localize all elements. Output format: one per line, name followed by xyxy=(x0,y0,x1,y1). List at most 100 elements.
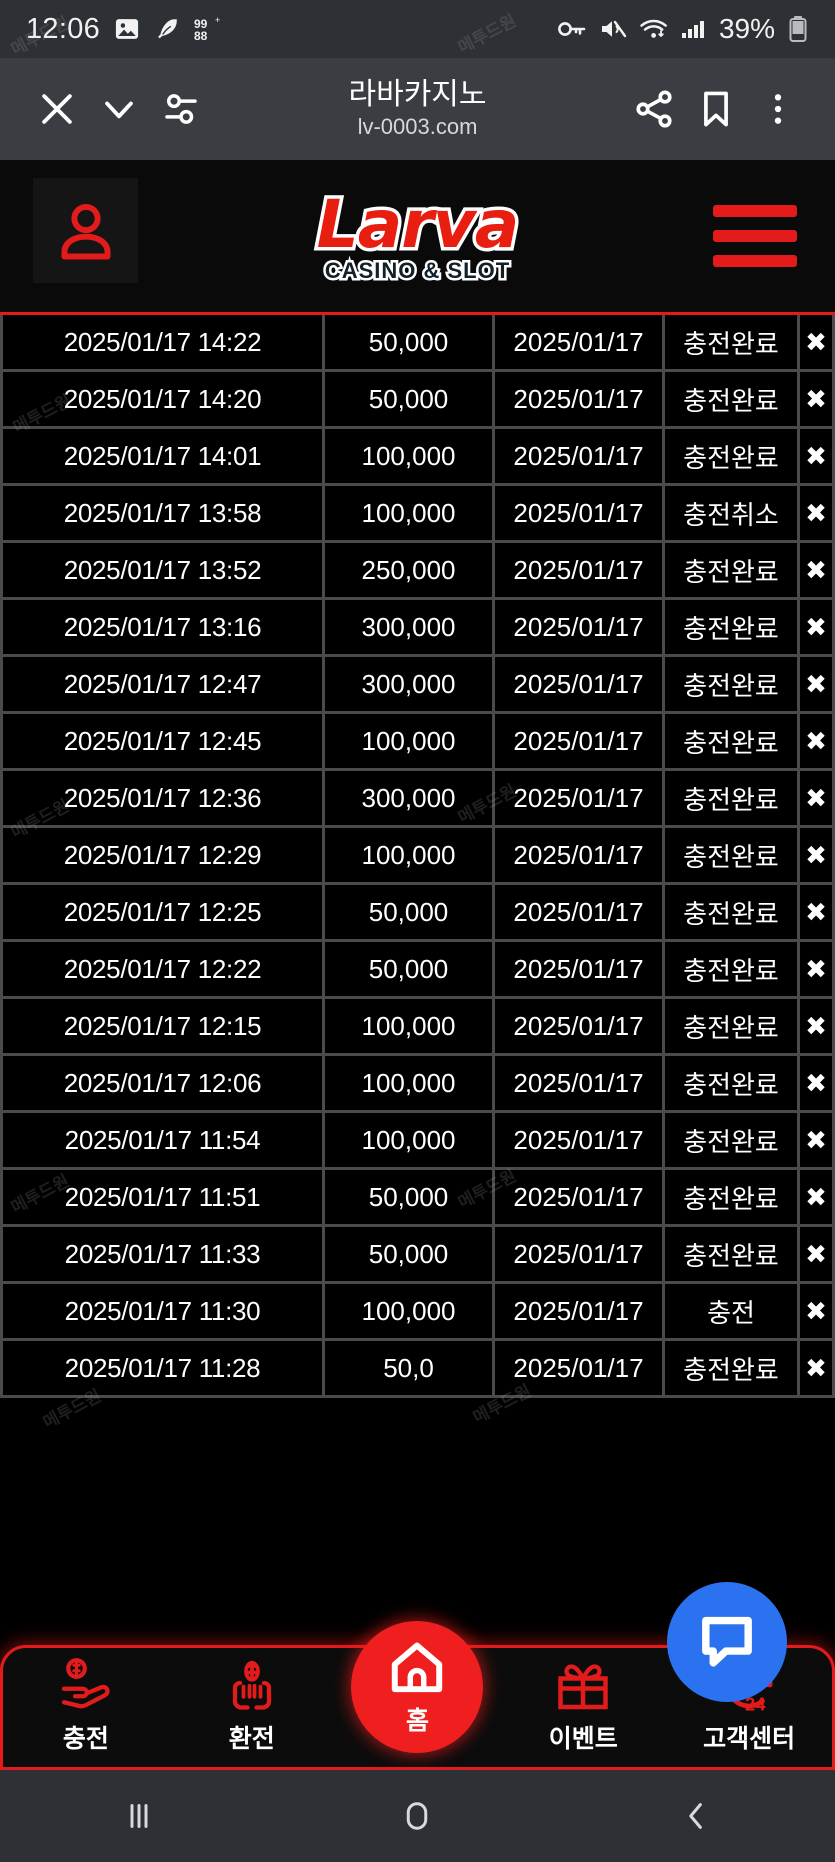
delete-row-button[interactable]: ✖ xyxy=(800,543,835,600)
android-recents-button[interactable] xyxy=(79,1770,199,1862)
table-row[interactable]: 2025/01/17 11:28 50,0 2025/01/17 충전완료 ✖ xyxy=(0,1341,835,1398)
overflow-menu-button[interactable] xyxy=(747,78,809,140)
nav-item-label: 고객센터 xyxy=(703,1725,796,1753)
hamburger-menu-button[interactable] xyxy=(713,205,797,267)
transaction-table-area[interactable]: 2025/01/17 14:22 50,000 2025/01/17 충전완료 ✖ 202… xyxy=(0,315,835,1862)
delete-row-button[interactable]: ✖ xyxy=(800,1341,835,1398)
delete-row-button[interactable]: ✖ xyxy=(800,657,835,714)
chat-bubble-icon xyxy=(702,1616,752,1667)
cell-datetime: 2025/01/17 13:52 xyxy=(0,543,325,600)
delete-row-button[interactable]: ✖ xyxy=(800,1227,835,1284)
cell-amount: 100,000 xyxy=(325,429,495,486)
nav-item-event[interactable]: 이벤트 xyxy=(500,1648,666,1767)
delete-row-button[interactable]: ✖ xyxy=(800,315,835,372)
delete-row-button[interactable]: ✖ xyxy=(800,1170,835,1227)
delete-row-button[interactable]: ✖ xyxy=(800,828,835,885)
status-bar: 12:06 99 +88 39% xyxy=(0,0,835,58)
table-row[interactable]: 2025/01/17 12:45 100,000 2025/01/17 충전완료 ✖ xyxy=(0,714,835,771)
page-title-block[interactable]: 라바카지노 lv-0003.com xyxy=(212,78,623,139)
share-icon xyxy=(636,90,672,128)
collapse-button[interactable] xyxy=(88,78,150,140)
delete-row-button[interactable]: ✖ xyxy=(800,1113,835,1170)
table-row[interactable]: 2025/01/17 14:01 100,000 2025/01/17 충전완료 ✖ xyxy=(0,429,835,486)
nav-item-label: 홈 xyxy=(405,1707,429,1735)
gift-icon xyxy=(558,1664,609,1710)
home-icon xyxy=(392,1642,443,1693)
bookmark-button[interactable] xyxy=(685,78,747,140)
logo-tagline: CASINO & SLOT xyxy=(322,255,511,285)
delete-row-button[interactable]: ✖ xyxy=(800,771,835,828)
table-row[interactable]: 2025/01/17 12:22 50,000 2025/01/17 충전완료 ✖ xyxy=(0,942,835,999)
cell-registered: 2025/01/17 xyxy=(495,657,665,714)
tune-icon xyxy=(165,94,197,124)
cell-amount: 300,000 xyxy=(325,600,495,657)
vpn-key-icon xyxy=(557,17,587,41)
delete-row-button[interactable]: ✖ xyxy=(800,372,835,429)
cell-amount: 50,000 xyxy=(325,1227,495,1284)
table-row[interactable]: 2025/01/17 12:47 300,000 2025/01/17 충전완료 ✖ xyxy=(0,657,835,714)
cell-datetime: 2025/01/17 12:22 xyxy=(0,942,325,999)
cell-datetime: 2025/01/17 11:28 xyxy=(0,1341,325,1398)
cell-status: 충전완료 xyxy=(665,1170,800,1227)
table-row[interactable]: 2025/01/17 12:36 300,000 2025/01/17 충전완료 ✖ xyxy=(0,771,835,828)
cell-registered: 2025/01/17 xyxy=(495,315,665,372)
chat-support-button[interactable] xyxy=(667,1582,787,1702)
delete-row-button[interactable]: ✖ xyxy=(800,714,835,771)
android-home-button[interactable] xyxy=(357,1770,477,1862)
home-active-bubble[interactable]: 홈 xyxy=(351,1621,484,1753)
table-row[interactable]: 2025/01/17 14:20 50,000 2025/01/17 충전완료 ✖ xyxy=(0,372,835,429)
table-row[interactable]: 2025/01/17 13:52 250,000 2025/01/17 충전완료 ✖ xyxy=(0,543,835,600)
android-back-button[interactable] xyxy=(636,1770,756,1862)
cell-datetime: 2025/01/17 13:16 xyxy=(0,600,325,657)
nav-item-deposit[interactable]: 충전 xyxy=(3,1648,169,1767)
table-row[interactable]: 2025/01/17 14:22 50,000 2025/01/17 충전완료 ✖ xyxy=(0,315,835,372)
delete-row-button[interactable]: ✖ xyxy=(800,486,835,543)
delete-row-button[interactable]: ✖ xyxy=(800,885,835,942)
delete-row-button[interactable]: ✖ xyxy=(800,600,835,657)
table-row[interactable]: 2025/01/17 11:51 50,000 2025/01/17 충전완료 ✖ xyxy=(0,1170,835,1227)
cell-registered: 2025/01/17 xyxy=(495,771,665,828)
delete-row-button[interactable]: ✖ xyxy=(800,429,835,486)
recents-icon xyxy=(130,1804,148,1828)
table-row[interactable]: 2025/01/17 11:54 100,000 2025/01/17 충전완료 ✖ xyxy=(0,1113,835,1170)
table-row[interactable]: 2025/01/17 13:16 300,000 2025/01/17 충전완료 ✖ xyxy=(0,600,835,657)
delete-row-button[interactable]: ✖ xyxy=(800,1284,835,1341)
cell-registered: 2025/01/17 xyxy=(495,1341,665,1398)
delete-row-button[interactable]: ✖ xyxy=(800,999,835,1056)
logo-wordmark: Larva xyxy=(313,186,523,264)
nav-item-withdraw[interactable]: 환전 xyxy=(169,1648,335,1767)
page-settings-button[interactable] xyxy=(150,78,212,140)
table-row[interactable]: 2025/01/17 12:15 100,000 2025/01/17 충전완료 ✖ xyxy=(0,999,835,1056)
delete-row-button[interactable]: ✖ xyxy=(800,1056,835,1113)
nav-item-home[interactable]: 홈 xyxy=(335,1621,501,1767)
status-bar-right: 39% xyxy=(557,13,809,45)
delete-row-button[interactable]: ✖ xyxy=(800,942,835,999)
cell-registered: 2025/01/17 xyxy=(495,543,665,600)
cell-amount: 100,000 xyxy=(325,714,495,771)
cell-datetime: 2025/01/17 11:54 xyxy=(0,1113,325,1170)
transaction-table: 2025/01/17 14:22 50,000 2025/01/17 충전완료 ✖ 202… xyxy=(0,315,835,1398)
table-row[interactable]: 2025/01/17 11:33 50,000 2025/01/17 충전완료 ✖ xyxy=(0,1227,835,1284)
close-tab-button[interactable] xyxy=(26,78,88,140)
table-row[interactable]: 2025/01/17 12:06 100,000 2025/01/17 충전완료 ✖ xyxy=(0,1056,835,1113)
table-row[interactable]: 2025/01/17 13:58 100,000 2025/01/17 충전취소 ✖ xyxy=(0,486,835,543)
cell-amount: 50,000 xyxy=(325,372,495,429)
user-avatar-button[interactable] xyxy=(33,178,138,283)
status-bar-left: 12:06 99 +88 xyxy=(26,13,223,46)
cell-registered: 2025/01/17 xyxy=(495,714,665,771)
table-row[interactable]: 2025/01/17 11:30 100,000 2025/01/17 충전 ✖ xyxy=(0,1284,835,1341)
nav-item-label: 환전 xyxy=(228,1725,275,1753)
page-url: lv-0003.com xyxy=(357,113,478,139)
cell-status: 충전완료 xyxy=(665,885,800,942)
back-chevron-icon xyxy=(689,1803,702,1829)
cell-datetime: 2025/01/17 14:22 xyxy=(0,315,325,372)
cell-registered: 2025/01/17 xyxy=(495,372,665,429)
cell-registered: 2025/01/17 xyxy=(495,1056,665,1113)
site-logo[interactable]: Larva CASINO & SLOT xyxy=(313,186,523,285)
table-row[interactable]: 2025/01/17 12:25 50,000 2025/01/17 충전완료 ✖ xyxy=(0,885,835,942)
site-header: Larva CASINO & SLOT xyxy=(0,160,835,315)
cell-status: 충전완료 xyxy=(665,657,800,714)
table-row[interactable]: 2025/01/17 12:29 100,000 2025/01/17 충전완료 ✖ xyxy=(0,828,835,885)
share-button[interactable] xyxy=(623,78,685,140)
hamburger-menu-icon xyxy=(713,255,797,267)
